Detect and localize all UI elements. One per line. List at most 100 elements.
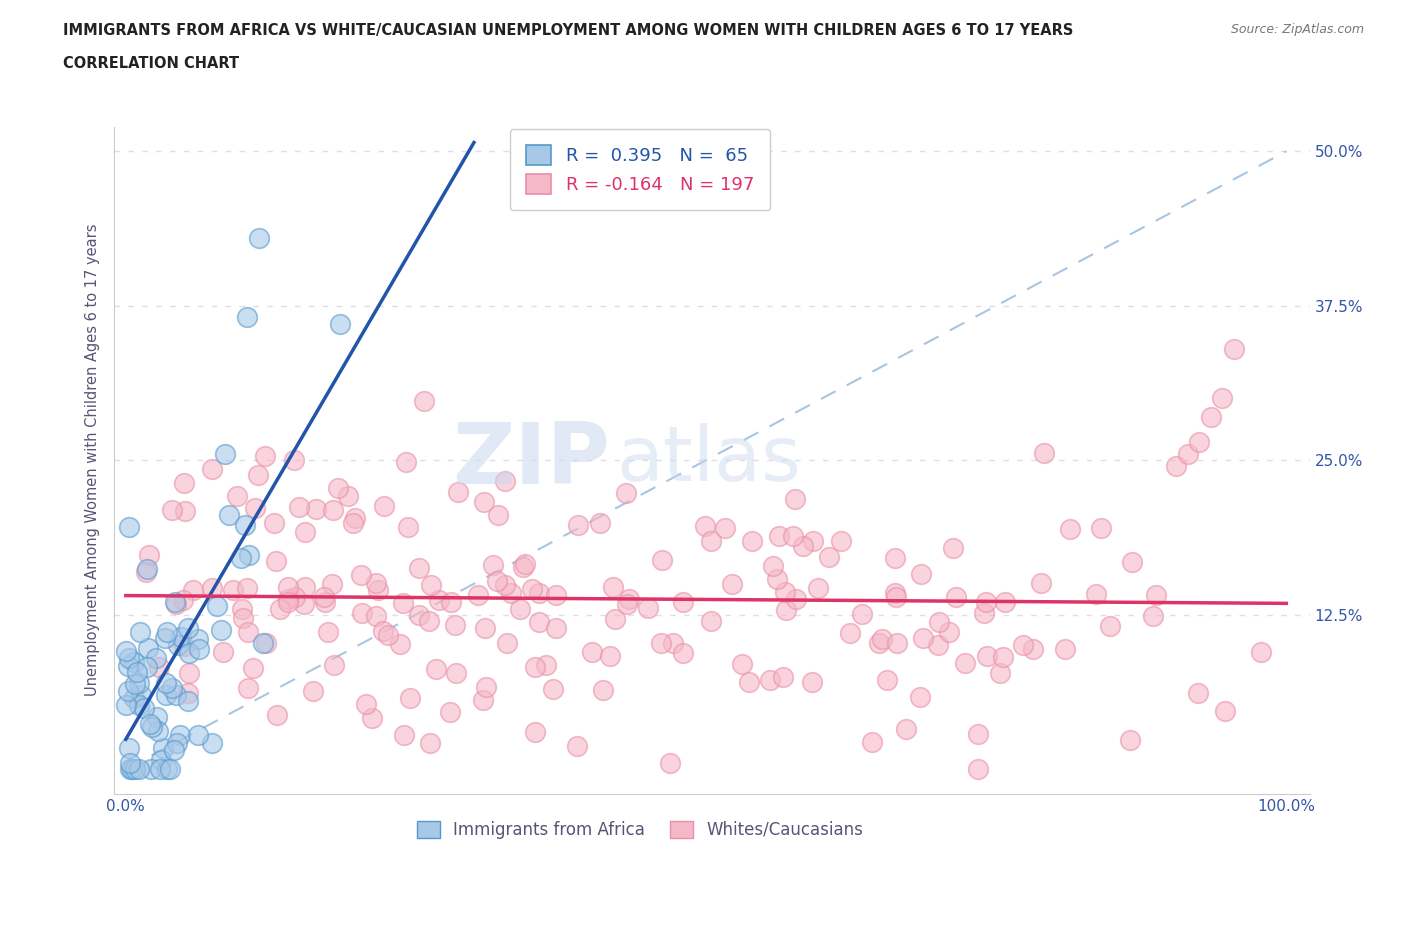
Point [616,597,638,612]
Point [225,488,247,503]
Point [1144,588,1167,603]
Point [283,453,305,468]
Point [173,638,195,653]
Point [321,577,343,591]
Point [807,580,830,595]
Point [326,481,349,496]
Point [205,599,228,614]
Point [1118,733,1140,748]
Point [425,662,447,677]
Point [145,650,167,665]
Point [1022,642,1045,657]
Point [524,724,547,739]
Point [236,681,259,696]
Point [772,670,794,684]
Point [188,642,211,657]
Point [988,665,1011,680]
Point [884,590,907,604]
Point [337,488,360,503]
Point [412,393,434,408]
Point [731,657,754,671]
Point [209,623,232,638]
Point [177,646,200,661]
Point [129,688,152,703]
Point [176,620,198,635]
Point [236,624,259,639]
Point [236,581,259,596]
Point [322,503,344,518]
Point [141,720,163,735]
Point [138,548,160,563]
Point [792,538,814,553]
Point [439,704,461,719]
Point [312,590,335,604]
Point [323,658,346,673]
Point [388,636,411,651]
Point [714,521,737,536]
Point [440,595,463,610]
Point [672,595,695,610]
Point [395,454,418,469]
Point [252,635,274,650]
Point [1099,618,1122,633]
Point [758,672,780,687]
Point [544,621,567,636]
Point [392,596,415,611]
Point [427,592,450,607]
Point [482,558,505,573]
Point [236,310,259,325]
Point [141,761,163,776]
Point [515,556,537,571]
Point [277,594,299,609]
Point [1142,609,1164,624]
Point [118,740,141,755]
Point [135,565,157,579]
Point [187,631,209,646]
Point [860,735,883,750]
Point [128,762,150,777]
Point [377,628,399,643]
Point [486,507,509,522]
Point [155,675,177,690]
Point [720,577,742,591]
Point [567,739,589,754]
Point [165,687,187,702]
Point [399,691,422,706]
Point [361,711,384,725]
Point [218,508,240,523]
Point [169,728,191,743]
Point [342,515,364,530]
Point [420,578,443,592]
Point [782,529,804,544]
Point [167,638,190,653]
Point [1213,703,1236,718]
Point [122,690,145,705]
Point [212,644,235,659]
Point [122,655,145,670]
Point [991,650,1014,665]
Point [277,579,299,594]
Point [973,605,995,620]
Point [172,592,194,607]
Point [232,610,254,625]
Point [637,601,659,616]
Point [773,584,796,599]
Point [512,560,534,575]
Point [1033,445,1056,460]
Point [474,620,496,635]
Point [544,588,567,603]
Point [775,603,797,618]
Point [314,594,336,609]
Point [614,485,637,500]
Point [938,624,960,639]
Point [201,580,224,595]
Point [117,658,139,673]
Point [177,694,200,709]
Point [496,635,519,650]
Point [128,675,150,690]
Point [602,579,624,594]
Point [301,684,323,698]
Point [838,626,860,641]
Point [659,755,682,770]
Point [170,630,193,644]
